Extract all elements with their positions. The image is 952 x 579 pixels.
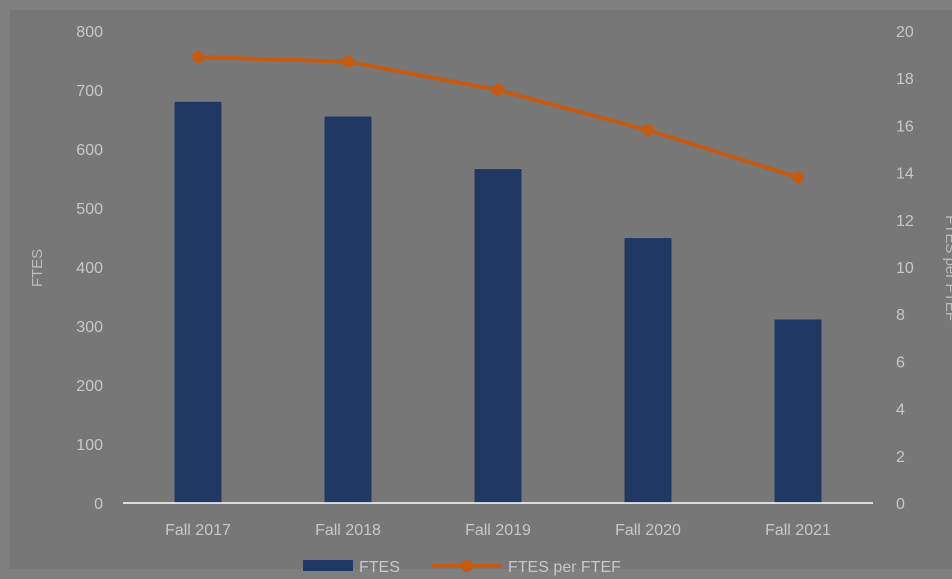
bar-fall-2017	[174, 101, 222, 504]
y-tick-label: 300	[76, 319, 103, 336]
y2-tick-label: 14	[896, 166, 914, 183]
bar-series	[174, 101, 822, 504]
y-tick-label: 100	[76, 437, 103, 454]
y2-tick-label: 20	[896, 24, 914, 41]
x-tick-label: Fall 2019	[465, 522, 531, 539]
y-tick-label: 400	[76, 260, 103, 277]
y2-tick-label: 0	[896, 496, 905, 513]
y-tick-labels: 0 100 200 300 400 500 600 700 800	[76, 24, 103, 513]
y2-tick-label: 18	[896, 71, 914, 88]
x-tick-label: Fall 2017	[165, 522, 231, 539]
legend-swatch-marker	[461, 560, 473, 572]
line-point-fall-2019	[492, 84, 504, 96]
line-series	[192, 50, 804, 184]
bar-fall-2019	[474, 169, 522, 503]
y-tick-label: 800	[76, 24, 103, 41]
y2-axis-title: FTES per FTEF	[942, 215, 952, 321]
y-tick-label: 200	[76, 378, 103, 395]
x-tick-label: Fall 2020	[615, 522, 681, 539]
line-point-fall-2017	[192, 50, 204, 63]
line-point-fall-2018	[342, 55, 354, 68]
legend-swatch-ftes	[303, 560, 353, 571]
bar-fall-2021	[774, 319, 822, 503]
legend-label-ftes: FTES	[359, 559, 400, 576]
y-tick-label: 0	[94, 496, 103, 513]
y2-tick-label: 16	[896, 118, 914, 135]
legend: FTES FTES per FTEF	[303, 559, 621, 576]
legend-label-ftes-per-ftef: FTES per FTEF	[508, 559, 621, 576]
y2-tick-label: 12	[896, 213, 914, 230]
bar-fall-2020	[624, 238, 672, 503]
y2-tick-label: 6	[896, 354, 905, 371]
y-tick-label: 500	[76, 201, 103, 218]
y2-tick-labels: 0 2 4 6 8 10 12 14 16 18 20	[896, 24, 914, 513]
y-tick-label: 700	[76, 83, 103, 100]
line-point-fall-2021	[792, 171, 804, 184]
x-tick-label: Fall 2021	[765, 522, 831, 539]
x-tick-labels: Fall 2017 Fall 2018 Fall 2019 Fall 2020 Fall…	[165, 522, 831, 539]
y2-tick-label: 4	[896, 402, 905, 419]
y2-tick-label: 8	[896, 307, 905, 324]
y2-tick-label: 10	[896, 260, 914, 277]
line-point-fall-2020	[642, 124, 654, 137]
x-tick-label: Fall 2018	[315, 522, 381, 539]
y2-tick-label: 2	[896, 449, 905, 466]
y-axis-title: FTES	[29, 249, 46, 287]
bar-fall-2018	[324, 116, 372, 504]
y-tick-label: 600	[76, 142, 103, 159]
